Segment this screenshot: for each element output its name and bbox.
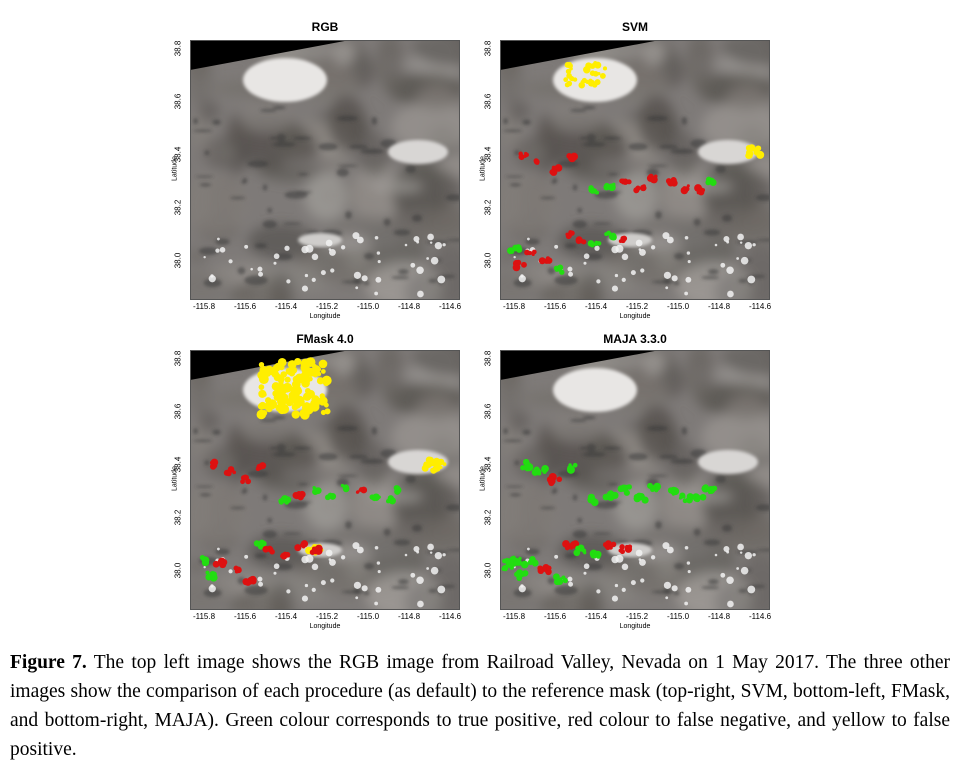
x-tick-label: -115.4 — [274, 612, 298, 621]
y-tick-label: 38.6 — [483, 403, 493, 420]
x-tick-label: -115.4 — [274, 302, 298, 311]
caption-text: The top left image shows the RGB image f… — [10, 652, 950, 760]
panel-title: RGB — [311, 20, 339, 34]
y-tick-label: 38.4 — [173, 146, 183, 163]
x-tick-label: -115.0 — [666, 612, 690, 621]
y-tick-label: 38.0 — [483, 252, 493, 269]
y-tick-label: 38.4 — [483, 146, 493, 163]
y-tick-label: 38.8 — [173, 350, 183, 367]
y-tick-label: 38.0 — [173, 252, 183, 269]
x-tick-label: -115.6 — [543, 302, 567, 311]
x-tick-label: -115.2 — [625, 302, 649, 311]
x-tick-label: -115.8 — [192, 612, 216, 621]
y-tick-label: 38.2 — [173, 199, 183, 216]
satellite-map — [500, 40, 770, 300]
x-tick-label: -115.2 — [315, 302, 339, 311]
x-tick-label: -115.8 — [502, 302, 526, 311]
x-tick-label: -114.6 — [438, 612, 462, 621]
x-tick-label: -115.8 — [502, 612, 526, 621]
x-axis-label: Longitude — [309, 313, 341, 320]
y-tick-label: 38.2 — [173, 509, 183, 526]
x-tick-label: -114.8 — [397, 612, 421, 621]
satellite-map — [190, 40, 460, 300]
y-tick-label: 38.6 — [173, 93, 183, 110]
y-tick-label: 38.0 — [483, 562, 493, 579]
x-axis-label: Longitude — [619, 313, 651, 320]
x-axis-label: Longitude — [619, 623, 651, 630]
x-tick-label: -114.8 — [707, 302, 731, 311]
caption-label: Figure 7. — [10, 652, 87, 673]
panel-title: SVM — [621, 20, 648, 34]
x-tick-label: -115.6 — [233, 612, 257, 621]
y-tick-label: 38.4 — [483, 456, 493, 473]
satellite-map — [500, 350, 770, 610]
x-tick-label: -115.0 — [356, 612, 380, 621]
panel-title: FMask 4.0 — [296, 332, 354, 346]
x-tick-label: -115.2 — [625, 612, 649, 621]
y-tick-label: 38.6 — [483, 93, 493, 110]
x-tick-label: -115.8 — [192, 302, 216, 311]
y-tick-label: 38.2 — [483, 509, 493, 526]
x-tick-label: -115.2 — [315, 612, 339, 621]
y-tick-label: 38.6 — [173, 403, 183, 420]
panel-title: MAJA 3.3.0 — [603, 332, 667, 346]
x-tick-label: -115.6 — [543, 612, 567, 621]
figure-caption: Figure 7. The top left image shows the R… — [10, 648, 950, 764]
x-tick-label: -114.8 — [397, 302, 421, 311]
x-axis-label: Longitude — [309, 623, 341, 630]
x-tick-label: -115.6 — [233, 302, 257, 311]
satellite-map — [190, 350, 460, 610]
y-tick-label: 38.4 — [173, 456, 183, 473]
x-tick-label: -114.6 — [748, 612, 772, 621]
x-tick-label: -115.4 — [584, 612, 608, 621]
x-tick-label: -115.0 — [666, 302, 690, 311]
x-tick-label: -114.6 — [438, 302, 462, 311]
x-tick-label: -115.0 — [356, 302, 380, 311]
y-tick-label: 38.0 — [173, 562, 183, 579]
y-tick-label: 38.8 — [483, 350, 493, 367]
x-tick-label: -115.4 — [584, 302, 608, 311]
x-tick-label: -114.6 — [748, 302, 772, 311]
y-tick-label: 38.8 — [173, 40, 183, 57]
x-tick-label: -114.8 — [707, 612, 731, 621]
y-tick-label: 38.8 — [483, 40, 493, 57]
y-tick-label: 38.2 — [483, 199, 493, 216]
